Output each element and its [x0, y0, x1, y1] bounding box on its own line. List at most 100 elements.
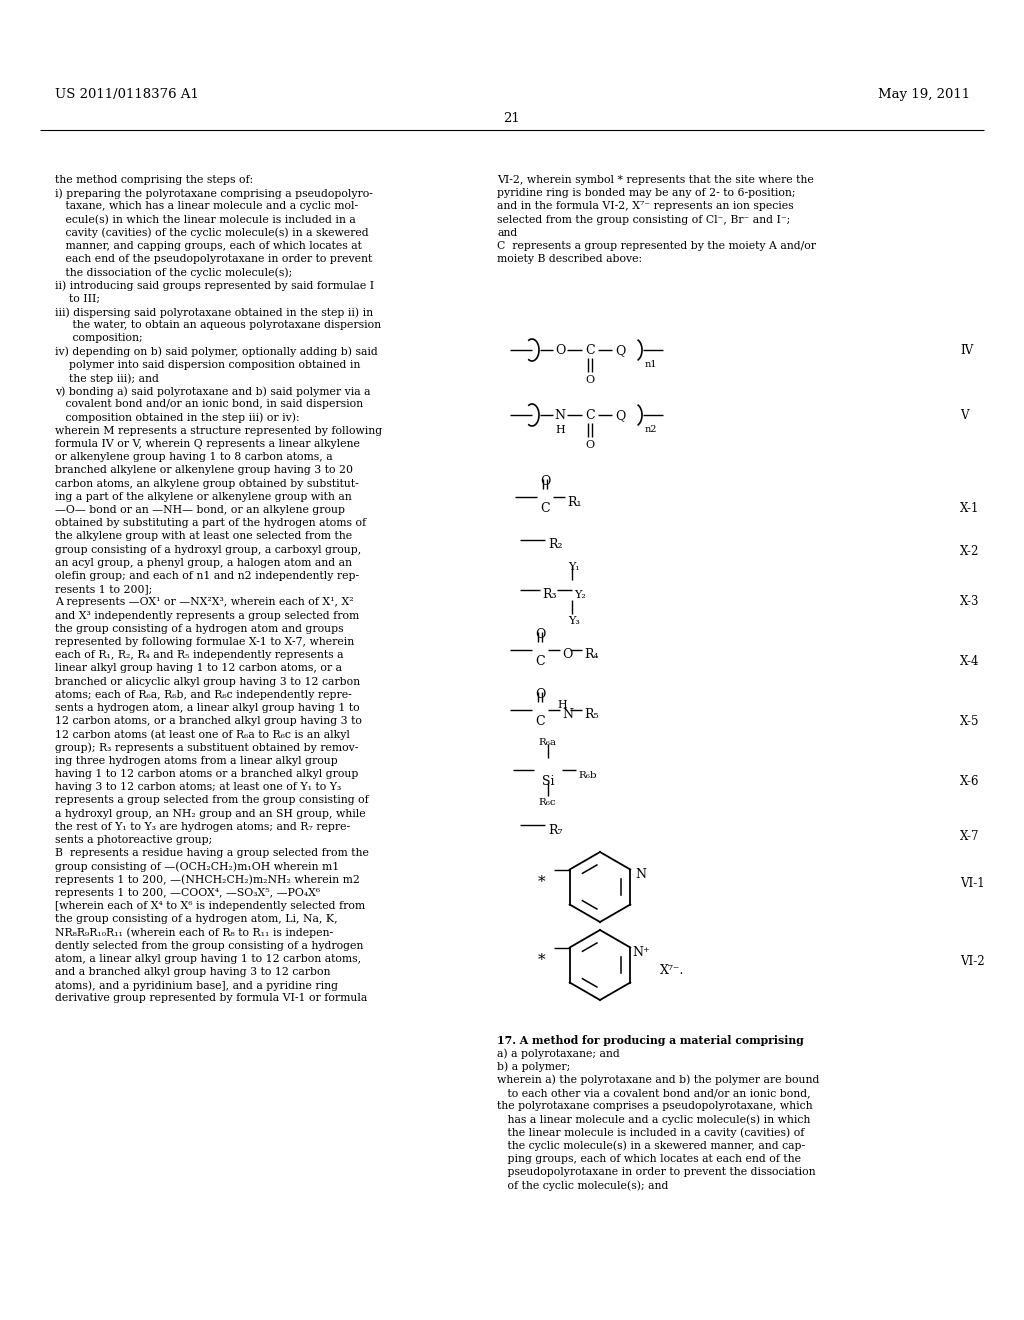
Text: or alkenylene group having 1 to 8 carbon atoms, a: or alkenylene group having 1 to 8 carbon…: [55, 453, 333, 462]
Text: ing three hydrogen atoms from a linear alkyl group: ing three hydrogen atoms from a linear a…: [55, 756, 338, 766]
Text: the polyrotaxane comprises a pseudopolyrotaxane, which: the polyrotaxane comprises a pseudopolyr…: [497, 1101, 813, 1111]
Text: R₅: R₅: [584, 709, 599, 722]
Text: sents a photoreactive group;: sents a photoreactive group;: [55, 836, 212, 845]
Text: R₆a: R₆a: [538, 738, 556, 747]
Text: to III;: to III;: [55, 294, 100, 304]
Text: Y₁: Y₁: [568, 562, 580, 572]
Text: the cyclic molecule(s) in a skewered manner, and cap-: the cyclic molecule(s) in a skewered man…: [497, 1140, 805, 1151]
Text: *: *: [538, 874, 546, 888]
Text: X-7: X-7: [961, 830, 980, 843]
Text: NR₈R₉R₁₀R₁₁ (wherein each of R₈ to R₁₁ is indepen-: NR₈R₉R₁₀R₁₁ (wherein each of R₈ to R₁₁ i…: [55, 928, 333, 939]
Text: N⁺: N⁺: [632, 946, 649, 960]
Text: N: N: [635, 869, 646, 882]
Text: dently selected from the group consisting of a hydrogen: dently selected from the group consistin…: [55, 941, 364, 950]
Text: C: C: [541, 502, 550, 515]
Text: N: N: [555, 409, 565, 422]
Text: VI-2, wherein symbol * represents that the site where the: VI-2, wherein symbol * represents that t…: [497, 176, 814, 185]
Text: n1: n1: [645, 360, 657, 370]
Text: O: O: [555, 345, 565, 356]
Text: the dissociation of the cyclic molecule(s);: the dissociation of the cyclic molecule(…: [55, 268, 292, 279]
Text: the linear molecule is included in a cavity (cavities) of: the linear molecule is included in a cav…: [497, 1127, 805, 1138]
Text: selected from the group consisting of Cl⁻, Br⁻ and I⁻;: selected from the group consisting of Cl…: [497, 215, 791, 224]
Text: and X³ independently represents a group selected from: and X³ independently represents a group …: [55, 611, 359, 620]
Text: branched or alicyclic alkyl group having 3 to 12 carbon: branched or alicyclic alkyl group having…: [55, 677, 360, 686]
Text: b) a polymer;: b) a polymer;: [497, 1061, 570, 1072]
Text: 12 carbon atoms (at least one of R₆a to R₆c is an alkyl: 12 carbon atoms (at least one of R₆a to …: [55, 730, 350, 741]
Text: olefin group; and each of n1 and n2 independently rep-: olefin group; and each of n1 and n2 inde…: [55, 572, 359, 581]
Text: has a linear molecule and a cyclic molecule(s) in which: has a linear molecule and a cyclic molec…: [497, 1114, 810, 1125]
Text: N: N: [562, 709, 573, 722]
Text: and in the formula VI-2, X⁷⁻ represents an ion species: and in the formula VI-2, X⁷⁻ represents …: [497, 202, 794, 211]
Text: Si: Si: [542, 775, 554, 788]
Text: to each other via a covalent bond and/or an ionic bond,: to each other via a covalent bond and/or…: [497, 1088, 811, 1098]
Text: cavity (cavities) of the cyclic molecule(s) in a skewered: cavity (cavities) of the cyclic molecule…: [55, 228, 369, 239]
Text: Q: Q: [614, 345, 626, 356]
Text: R₁: R₁: [567, 495, 582, 508]
Text: X⁷⁻.: X⁷⁻.: [660, 964, 684, 977]
Text: ecule(s) in which the linear molecule is included in a: ecule(s) in which the linear molecule is…: [55, 215, 355, 224]
Text: [wherein each of X⁴ to X⁶ is independently selected from: [wherein each of X⁴ to X⁶ is independent…: [55, 902, 366, 911]
Text: May 19, 2011: May 19, 2011: [878, 88, 970, 102]
Text: R₆c: R₆c: [538, 799, 556, 807]
Text: VI-2: VI-2: [961, 954, 985, 968]
Text: covalent bond and/or an ionic bond, in said dispersion: covalent bond and/or an ionic bond, in s…: [55, 400, 364, 409]
Text: derivative group represented by formula VI-1 or formula: derivative group represented by formula …: [55, 994, 368, 1003]
Text: the group consisting of a hydrogen atom and groups: the group consisting of a hydrogen atom …: [55, 624, 344, 634]
Text: iv) depending on b) said polymer, optionally adding b) said: iv) depending on b) said polymer, option…: [55, 347, 378, 358]
Text: composition obtained in the step iii) or iv):: composition obtained in the step iii) or…: [55, 413, 300, 424]
Text: each end of the pseudopolyrotaxane in order to prevent: each end of the pseudopolyrotaxane in or…: [55, 255, 373, 264]
Text: X-6: X-6: [961, 775, 980, 788]
Text: atoms; each of R₆a, R₆b, and R₆c independently repre-: atoms; each of R₆a, R₆b, and R₆c indepen…: [55, 690, 352, 700]
Text: O: O: [586, 375, 595, 385]
Text: represents 1 to 200, —(NHCH₂CH₂)m₂NH₂ wherein m2: represents 1 to 200, —(NHCH₂CH₂)m₂NH₂ wh…: [55, 875, 359, 886]
Text: C: C: [585, 345, 595, 356]
Text: obtained by substituting a part of the hydrogen atoms of: obtained by substituting a part of the h…: [55, 519, 367, 528]
Text: an acyl group, a phenyl group, a halogen atom and an: an acyl group, a phenyl group, a halogen…: [55, 558, 352, 568]
Text: resents 1 to 200];: resents 1 to 200];: [55, 585, 153, 594]
Text: of the cyclic molecule(s); and: of the cyclic molecule(s); and: [497, 1180, 669, 1191]
Text: ii) introducing said groups represented by said formulae I: ii) introducing said groups represented …: [55, 281, 374, 292]
Text: a) a polyrotaxane; and: a) a polyrotaxane; and: [497, 1048, 620, 1059]
Text: R₃: R₃: [542, 589, 556, 602]
Text: taxane, which has a linear molecule and a cyclic mol-: taxane, which has a linear molecule and …: [55, 202, 358, 211]
Text: —O— bond or an —NH— bond, or an alkylene group: —O— bond or an —NH— bond, or an alkylene…: [55, 506, 345, 515]
Text: wherein a) the polyrotaxane and b) the polymer are bound: wherein a) the polyrotaxane and b) the p…: [497, 1074, 819, 1085]
Text: R₂: R₂: [548, 539, 562, 552]
Text: X-4: X-4: [961, 655, 980, 668]
Text: wherein M represents a structure represented by following: wherein M represents a structure represe…: [55, 426, 382, 436]
Text: O: O: [586, 440, 595, 450]
Text: represents 1 to 200, —COOX⁴, —SO₃X⁵, —PO₄X⁶: represents 1 to 200, —COOX⁴, —SO₃X⁵, —PO…: [55, 888, 321, 898]
Text: having 1 to 12 carbon atoms or a branched alkyl group: having 1 to 12 carbon atoms or a branche…: [55, 770, 358, 779]
Text: sents a hydrogen atom, a linear alkyl group having 1 to: sents a hydrogen atom, a linear alkyl gr…: [55, 704, 359, 713]
Text: and: and: [497, 228, 517, 238]
Text: O: O: [562, 648, 572, 661]
Text: 21: 21: [504, 112, 520, 125]
Text: ing a part of the alkylene or alkenylene group with an: ing a part of the alkylene or alkenylene…: [55, 492, 352, 502]
Text: IV: IV: [961, 345, 973, 356]
Text: the step iii); and: the step iii); and: [55, 374, 159, 384]
Text: group); R₃ represents a substituent obtained by remov-: group); R₃ represents a substituent obta…: [55, 743, 358, 754]
Text: 12 carbon atoms, or a branched alkyl group having 3 to: 12 carbon atoms, or a branched alkyl gro…: [55, 717, 361, 726]
Text: *: *: [538, 953, 546, 966]
Text: atom, a linear alkyl group having 1 to 12 carbon atoms,: atom, a linear alkyl group having 1 to 1…: [55, 954, 361, 964]
Text: represents a group selected from the group consisting of: represents a group selected from the gro…: [55, 796, 369, 805]
Text: moiety B described above:: moiety B described above:: [497, 255, 642, 264]
Text: B  represents a residue having a group selected from the: B represents a residue having a group se…: [55, 849, 369, 858]
Text: pseudopolyrotaxane in order to prevent the dissociation: pseudopolyrotaxane in order to prevent t…: [497, 1167, 816, 1177]
Text: Y₃: Y₃: [568, 616, 580, 626]
Text: iii) dispersing said polyrotaxane obtained in the step ii) in: iii) dispersing said polyrotaxane obtain…: [55, 308, 373, 318]
Text: X-2: X-2: [961, 545, 979, 558]
Text: 17. A method for producing a material comprising: 17. A method for producing a material co…: [497, 1035, 804, 1045]
Text: X-3: X-3: [961, 595, 980, 609]
Text: C: C: [585, 409, 595, 422]
Text: the alkylene group with at least one selected from the: the alkylene group with at least one sel…: [55, 532, 352, 541]
Text: i) preparing the polyrotaxane comprising a pseudopolyro-: i) preparing the polyrotaxane comprising…: [55, 189, 373, 199]
Text: R₇: R₇: [548, 824, 562, 837]
Text: A represents —OX¹ or —NX²X³, wherein each of X¹, X²: A represents —OX¹ or —NX²X³, wherein eac…: [55, 598, 353, 607]
Text: carbon atoms, an alkylene group obtained by substitut-: carbon atoms, an alkylene group obtained…: [55, 479, 358, 488]
Text: the group consisting of a hydrogen atom, Li, Na, K,: the group consisting of a hydrogen atom,…: [55, 915, 338, 924]
Text: n2: n2: [645, 425, 657, 434]
Text: Q: Q: [614, 409, 626, 422]
Text: and a branched alkyl group having 3 to 12 carbon: and a branched alkyl group having 3 to 1…: [55, 968, 331, 977]
Text: the rest of Y₁ to Y₃ are hydrogen atoms; and R₇ repre-: the rest of Y₁ to Y₃ are hydrogen atoms;…: [55, 822, 350, 832]
